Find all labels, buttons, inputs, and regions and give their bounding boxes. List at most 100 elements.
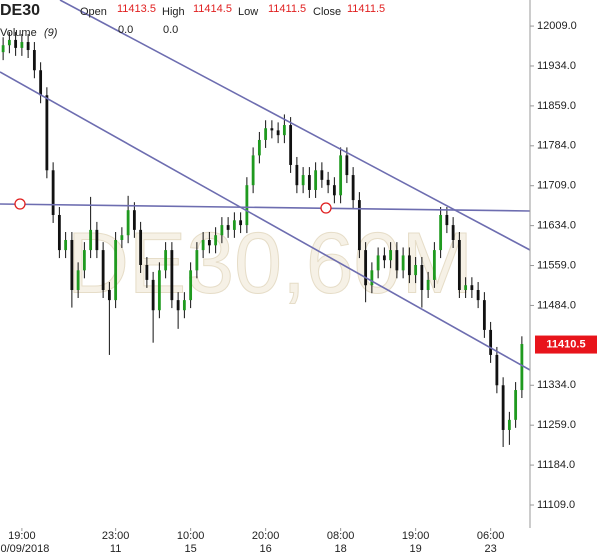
header-label: High (162, 6, 185, 18)
candle-body (32, 50, 36, 71)
y-tick-label: 11109.0 (537, 499, 575, 511)
volume-value: 0.0 (118, 24, 133, 36)
candle-body (426, 279, 430, 291)
candle-body (495, 354, 499, 386)
candle-body (470, 285, 474, 291)
anchor-point (14, 198, 26, 210)
y-tick-label: 11784.0 (537, 140, 576, 152)
y-tick-label: 11709.0 (537, 180, 576, 192)
x-tick-date: 19 (410, 543, 422, 555)
y-tick-label: 11334.0 (537, 379, 576, 391)
candle-body (101, 250, 105, 291)
trendline (0, 203, 531, 212)
symbol: DE30 (0, 2, 40, 19)
candle-body (445, 214, 449, 226)
candle-body (507, 419, 511, 430)
candle-body (170, 250, 174, 301)
candle-body (7, 39, 11, 46)
candle-body (45, 95, 49, 171)
candle-body (451, 225, 455, 240)
x-tick-date: 10/09/2018 (0, 543, 49, 555)
volume-label: Volume (0, 27, 37, 39)
candle-body (1, 45, 5, 53)
candle-body (489, 329, 493, 355)
candle-body (420, 265, 424, 291)
y-tick-label: 11184.0 (537, 459, 575, 471)
trendline (0, 71, 531, 371)
candle-body (195, 250, 199, 271)
y-tick-label: 11259.0 (537, 419, 576, 431)
candle-body (339, 155, 343, 196)
x-tick-label: 08:00 (327, 530, 355, 542)
y-tick-label: 11559.0 (537, 259, 576, 271)
candle-body (151, 279, 155, 311)
x-tick-date: 11 (110, 543, 121, 555)
candle-body (282, 125, 286, 136)
header-value: 11413.5 (117, 3, 156, 15)
candle-body (370, 270, 374, 286)
candle-body (276, 130, 280, 136)
y-tick-label: 12009.0 (537, 20, 577, 32)
y-tick-label: 11934.0 (537, 60, 576, 72)
candle-body (220, 225, 224, 236)
candle-body (114, 239, 118, 301)
candle-body (414, 265, 418, 276)
x-tick-label: 06:00 (477, 530, 505, 542)
volume-period: (9) (44, 27, 58, 39)
candle-body (139, 229, 143, 265)
candle-body (76, 270, 80, 291)
candle-body (232, 220, 236, 230)
volume-value: 0.0 (163, 24, 178, 36)
candle-body (482, 300, 486, 330)
candle-body (245, 185, 249, 226)
candle-body (201, 239, 205, 251)
candle-body (345, 155, 349, 176)
x-tick-label: 20:00 (252, 530, 280, 542)
candle-body (39, 70, 43, 96)
candle-body (164, 250, 168, 271)
candle-body (320, 170, 324, 180)
candle-body (357, 200, 361, 251)
anchor-point (320, 202, 332, 214)
candle-body (226, 225, 230, 230)
candle-body (14, 39, 18, 48)
candle-body (126, 210, 130, 236)
candle-body (401, 255, 405, 271)
x-tick-date: 18 (335, 543, 347, 555)
candle-body (332, 185, 336, 196)
candle-body (214, 235, 218, 246)
x-tick-date: 16 (260, 543, 272, 555)
candle-body (376, 255, 380, 271)
candle-body (176, 300, 180, 311)
candle-body (476, 290, 480, 301)
candle-body (289, 125, 293, 165)
x-tick-label: 23:00 (102, 530, 130, 542)
candle-body (457, 239, 461, 291)
y-tick-label: 11859.0 (537, 100, 576, 112)
y-tick-label: 11634.0 (537, 220, 576, 232)
x-tick-label: 19:00 (402, 530, 430, 542)
candle-body (57, 214, 61, 251)
header-label: Close (313, 6, 341, 18)
candle-body (514, 390, 518, 420)
header-value: 11411.5 (347, 3, 385, 15)
candle-body (351, 175, 355, 201)
candle-body (520, 344, 524, 391)
candle-body (95, 229, 99, 251)
candle-body (257, 139, 261, 156)
candle-body (382, 255, 386, 261)
candle-body (107, 290, 111, 301)
x-tick-date: 15 (185, 543, 197, 555)
candle-body (20, 42, 24, 48)
candle-body (395, 250, 399, 271)
candle-body (264, 128, 268, 140)
candle-body (26, 42, 30, 51)
candle-body (432, 250, 436, 280)
candle-body (439, 214, 443, 251)
x-tick-label: 10:00 (177, 530, 205, 542)
candle-body (251, 155, 255, 186)
candle-body (64, 239, 68, 251)
candle-body (501, 385, 505, 430)
header-value: 11411.5 (268, 3, 306, 15)
